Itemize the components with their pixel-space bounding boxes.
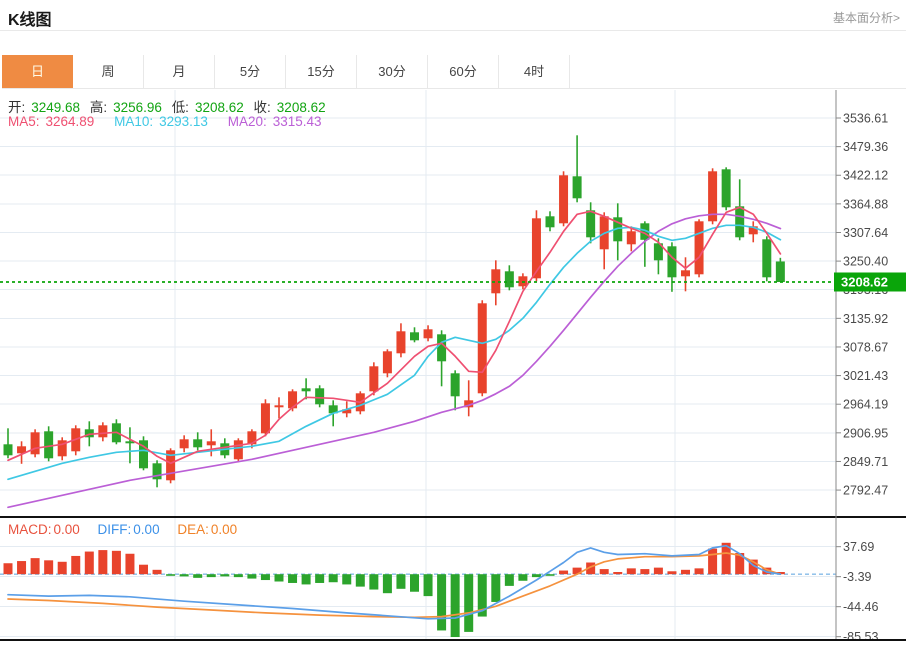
interval-tab-bar: 日 周 月 5分 15分 30分 60分 4时: [2, 55, 906, 89]
dea-value: 0.00: [210, 522, 238, 537]
tab-day[interactable]: 日: [2, 55, 73, 88]
svg-text:2964.19: 2964.19: [843, 398, 888, 412]
svg-text:-3.39: -3.39: [843, 570, 872, 584]
ohlc-info-row: 开: 3249.68 高: 3256.96 低: 3208.62 收: 3208.62: [8, 96, 332, 116]
low-label: 低:: [171, 100, 189, 115]
page-title: K线图: [8, 12, 52, 29]
tab-60min[interactable]: 60分: [428, 55, 499, 88]
high-value: 3256.96: [113, 100, 162, 115]
ma5-label: MA5:: [8, 114, 40, 129]
svg-text:3135.92: 3135.92: [843, 312, 888, 326]
svg-text:3364.88: 3364.88: [843, 197, 888, 211]
svg-text:2849.71: 2849.71: [843, 455, 888, 469]
ma5-value: 3264.89: [45, 114, 95, 129]
svg-text:2792.47: 2792.47: [843, 484, 888, 498]
diff-value: 0.00: [133, 522, 160, 537]
svg-text:-85.53: -85.53: [843, 630, 878, 644]
svg-text:3307.64: 3307.64: [843, 226, 888, 240]
diff-label: DIFF:: [97, 522, 132, 537]
svg-text:3479.36: 3479.36: [843, 140, 888, 154]
macd-value: 0.00: [53, 522, 80, 537]
open-value: 3249.68: [31, 100, 81, 115]
ma20-value: 3315.43: [272, 114, 322, 129]
svg-text:3078.67: 3078.67: [843, 340, 888, 354]
ma-info-row: MA5: 3264.89 MA10: 3293.13 MA20: 3315.43: [8, 114, 328, 129]
ma10-label: MA10:: [114, 114, 154, 129]
current-price-badge: 3208.62: [841, 274, 888, 289]
tab-4hour[interactable]: 4时: [499, 55, 570, 88]
svg-text:37.69: 37.69: [843, 540, 874, 554]
ma10-value: 3293.13: [159, 114, 208, 129]
macd-info-row: MACD: 0.00 DIFF: 0.00 DEA: 0.00: [8, 522, 243, 537]
svg-text:3422.12: 3422.12: [843, 169, 888, 183]
macd-label: MACD:: [8, 522, 52, 537]
header-divider: [0, 30, 906, 31]
high-label: 高:: [89, 100, 108, 115]
fundamental-analysis-link[interactable]: 基本面分析>: [832, 11, 900, 25]
dea-label: DEA:: [177, 522, 209, 537]
ma20-label: MA20:: [227, 114, 267, 129]
tab-5min[interactable]: 5分: [215, 55, 286, 88]
svg-text:3021.43: 3021.43: [843, 369, 888, 383]
open-label: 开:: [8, 100, 26, 115]
svg-text:3536.61: 3536.61: [843, 112, 888, 126]
price-chart-canvas[interactable]: 3536.61 3479.36 3422.12 3364.88 3307.64 3250.…: [0, 88, 906, 649]
svg-text:-44.46: -44.46: [843, 600, 878, 614]
tab-month[interactable]: 月: [144, 55, 215, 88]
tab-30min[interactable]: 30分: [357, 55, 428, 88]
close-value: 3208.62: [276, 100, 326, 115]
low-value: 3208.62: [194, 100, 244, 115]
tab-15min[interactable]: 15分: [286, 55, 357, 88]
svg-text:2906.95: 2906.95: [843, 426, 888, 440]
tab-week[interactable]: 周: [73, 55, 144, 88]
svg-text:3250.40: 3250.40: [843, 255, 888, 269]
close-label: 收:: [253, 100, 271, 115]
